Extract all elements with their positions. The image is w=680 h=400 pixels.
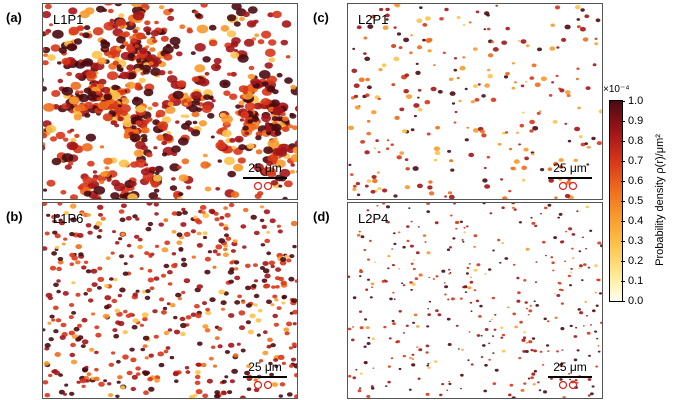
colorbar-multiplier: ×10⁻⁴: [603, 84, 630, 95]
scale-bar-text-a: 25 μm: [248, 161, 282, 175]
panel-letter-b: (b): [6, 209, 23, 224]
colorbar-tick-mark: [621, 241, 625, 242]
scale-bar-text-c: 25 μm: [553, 161, 587, 175]
scale-bar-c: 25 μm: [548, 161, 592, 185]
scale-bar-b: 25 μm: [243, 360, 287, 384]
colorbar-tick-label: 0.3: [628, 235, 644, 247]
panel-d-label: L2P4: [358, 211, 389, 226]
panel-d-density-map: L2P4 25 μm: [347, 202, 603, 399]
colorbar-tick-label: 0.6: [628, 175, 644, 187]
colorbar-tick-mark: [621, 221, 625, 222]
reference-rings: [253, 380, 273, 390]
colorbar-tick-label: 0.8: [628, 135, 644, 147]
scale-bar-text-d: 25 μm: [553, 360, 587, 374]
scale-bar-line-d: [548, 376, 592, 378]
density-map-d: [348, 203, 602, 398]
panel-b-density-map: L1P6 25 μm: [42, 202, 298, 399]
density-map-c: [348, 4, 602, 199]
colorbar-label: Probability density ρ(r)/μm²: [654, 134, 666, 266]
density-map-a: [43, 4, 297, 199]
scale-bar-line-c: [548, 177, 592, 179]
colorbar-tick-label: 0.2: [628, 255, 644, 267]
density-blobs: [43, 203, 297, 398]
colorbar-tick-mark: [621, 201, 625, 202]
colorbar-tick-mark: [621, 181, 625, 182]
colorbar-tick-label: 0.9: [628, 115, 644, 127]
colorbar-tick-mark: [621, 261, 625, 262]
panel-letter-d: (d): [313, 209, 330, 224]
colorbar-tick-mark: [621, 281, 625, 282]
panel-c-label: L2P1: [358, 12, 389, 27]
colorbar-tick-label: 0.7: [628, 155, 644, 167]
colorbar-tick-mark: [621, 141, 625, 142]
panel-a-label: L1P1: [53, 12, 84, 27]
scale-bar-line-b: [243, 376, 287, 378]
colorbar-tick-label: 0.5: [628, 195, 644, 207]
scale-bar-text-b: 25 μm: [248, 360, 282, 374]
reference-rings: [558, 181, 578, 191]
colorbar-tick-mark: [621, 301, 625, 302]
reference-rings: [253, 181, 273, 191]
scale-bar-d: 25 μm: [548, 360, 592, 384]
colorbar-tick-mark: [621, 161, 625, 162]
scale-bar-line-a: [243, 177, 287, 179]
density-blobs: [348, 203, 602, 398]
panel-a-density-map: L1P1 25 μm: [42, 3, 298, 200]
panel-c-density-map: L2P1 25 μm: [347, 3, 603, 200]
colorbar-tick-label: 1.0: [628, 95, 644, 107]
density-blobs: [348, 4, 602, 199]
colorbar-tick-mark: [621, 101, 625, 102]
panel-letter-a: (a): [6, 10, 22, 25]
panel-letter-c: (c): [313, 10, 329, 25]
colorbar-tick-label: 0.1: [628, 275, 644, 287]
colorbar-tick-mark: [621, 121, 625, 122]
scale-bar-a: 25 μm: [243, 161, 287, 185]
panel-b-label: L1P6: [53, 211, 84, 226]
density-map-b: [43, 203, 297, 398]
density-blobs: [43, 4, 297, 199]
colorbar-tick-label: 0.0: [628, 295, 644, 307]
colorbar-tick-label: 0.4: [628, 215, 644, 227]
reference-rings: [558, 380, 578, 390]
